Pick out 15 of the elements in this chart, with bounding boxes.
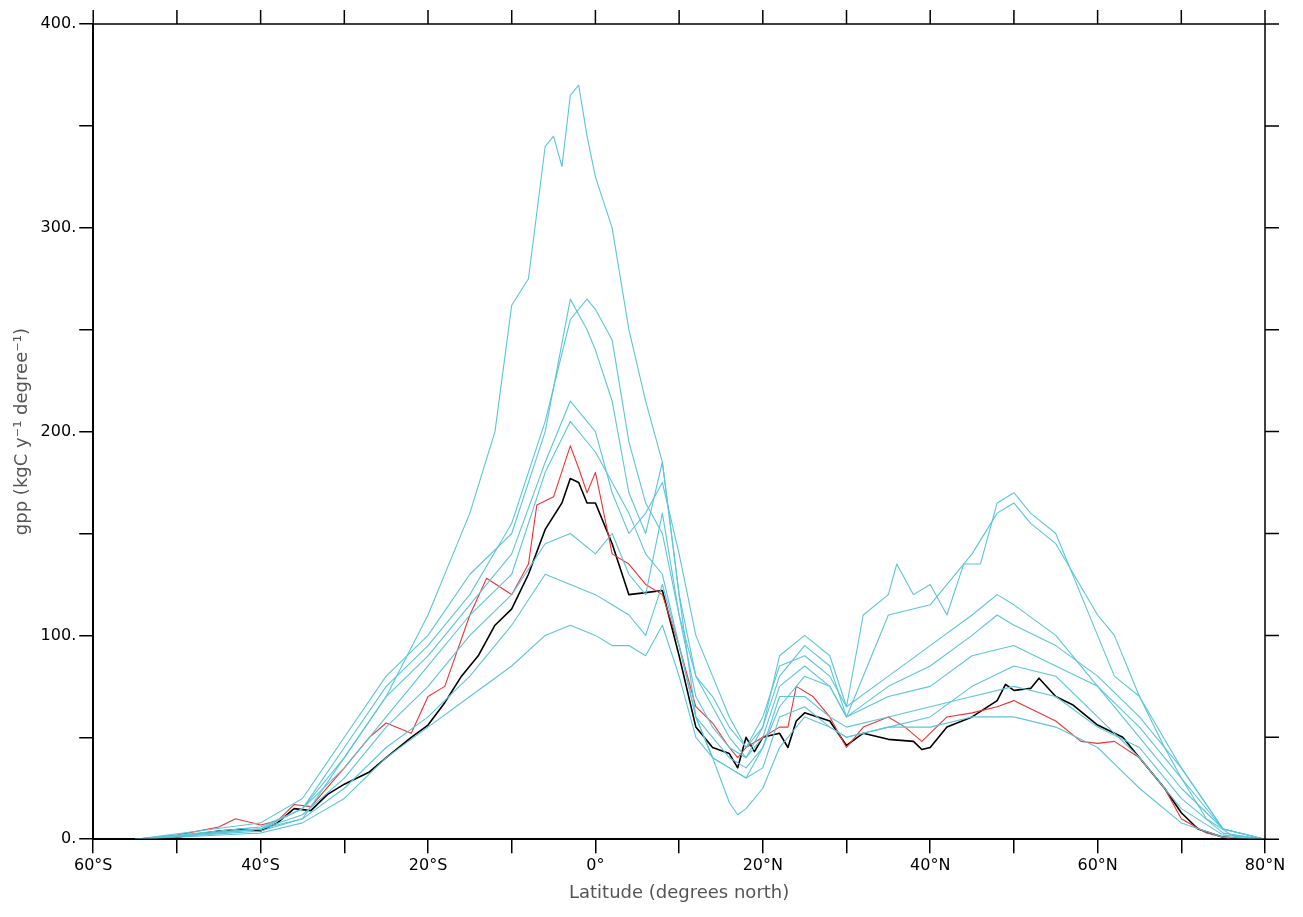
x-tick-label: 40°S [241,854,280,874]
y-tick-label: 300. [40,216,77,236]
y-tick-label: 0. [60,828,77,848]
x-tick-label: 60°N [1077,854,1118,874]
x-tick-label: 60°S [73,854,113,874]
y-tick-label: 200. [40,420,77,440]
x-tick-label: 80°N [1244,854,1286,874]
x-tick-label: 20°N [742,854,783,874]
x-tick-label: 20°S [408,854,448,874]
x-tick-label: 40°N [910,854,951,874]
y-tick-label: 100. [40,624,77,644]
y-axis-title: gpp (kgC y⁻¹ degree⁻¹) [10,328,32,536]
x-tick-label: 0° [586,854,605,874]
y-tick-label: 400. [40,13,77,33]
x-axis-title: Latitude (degrees north) [568,880,790,902]
